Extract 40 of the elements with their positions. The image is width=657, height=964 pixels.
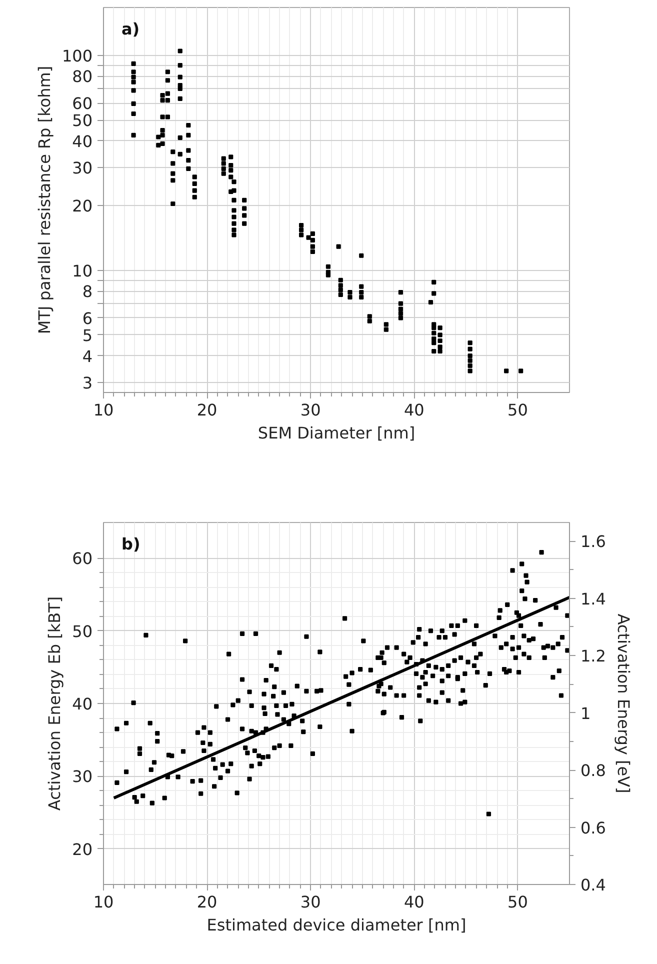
y-tick-label: 40 [72, 694, 92, 714]
y2-tick-label: 1.4 [580, 589, 606, 608]
y-axis-title: Activation Energy Eb [kBT] [45, 596, 64, 811]
y2-tick-label: 1 [580, 704, 591, 723]
annotation: a) [122, 20, 140, 38]
y-tick-label: 30 [72, 767, 92, 786]
y-tick-label: 50 [72, 622, 92, 641]
x-tick-label: 40 [404, 400, 424, 420]
x-tick-label: 40 [404, 892, 424, 912]
y-tick-label: 8 [82, 282, 93, 302]
x-axis-title: SEM Diameter [nm] [258, 424, 416, 442]
x-tick-label: 30 [300, 400, 321, 420]
x-tick-label: 30 [300, 892, 321, 912]
y-tick-label: 40 [72, 132, 92, 151]
y-tick-label: 30 [72, 158, 92, 178]
y-tick-label: 60 [72, 94, 92, 114]
y2-tick-label: 1.6 [580, 532, 606, 552]
y2-tick-label: 0.4 [580, 876, 606, 894]
annotation: b) [122, 534, 140, 554]
x-tick-label: 20 [196, 400, 218, 420]
y-tick-label: 60 [72, 549, 92, 568]
y-tick-label: 50 [72, 111, 92, 130]
y-tick-label: 100 [62, 46, 93, 66]
x-tick-label: 50 [508, 892, 528, 912]
x-tick-label: 20 [196, 892, 218, 912]
y-tick-label: 3 [82, 374, 93, 393]
y2-axis-title: Activation Energy [eV] [614, 614, 633, 794]
y-tick-label: 4 [82, 346, 93, 366]
y-tick-label: 80 [72, 67, 92, 86]
y2-tick-label: 0.8 [580, 761, 606, 780]
y-tick-label: 10 [72, 261, 92, 280]
y2-tick-label: 1.2 [580, 646, 606, 666]
y2-tick-label: 0.6 [580, 818, 606, 838]
y-tick-label: 5 [82, 326, 93, 345]
y-tick-label: 20 [72, 840, 92, 859]
y-tick-label: 6 [82, 308, 93, 328]
x-tick-label: 50 [508, 400, 528, 420]
y-axis-title: MTJ parallel resistance Rp [kohm] [34, 66, 54, 334]
y-tick-label: 20 [72, 196, 92, 216]
x-axis-title: Estimated device diameter [nm] [206, 916, 466, 934]
